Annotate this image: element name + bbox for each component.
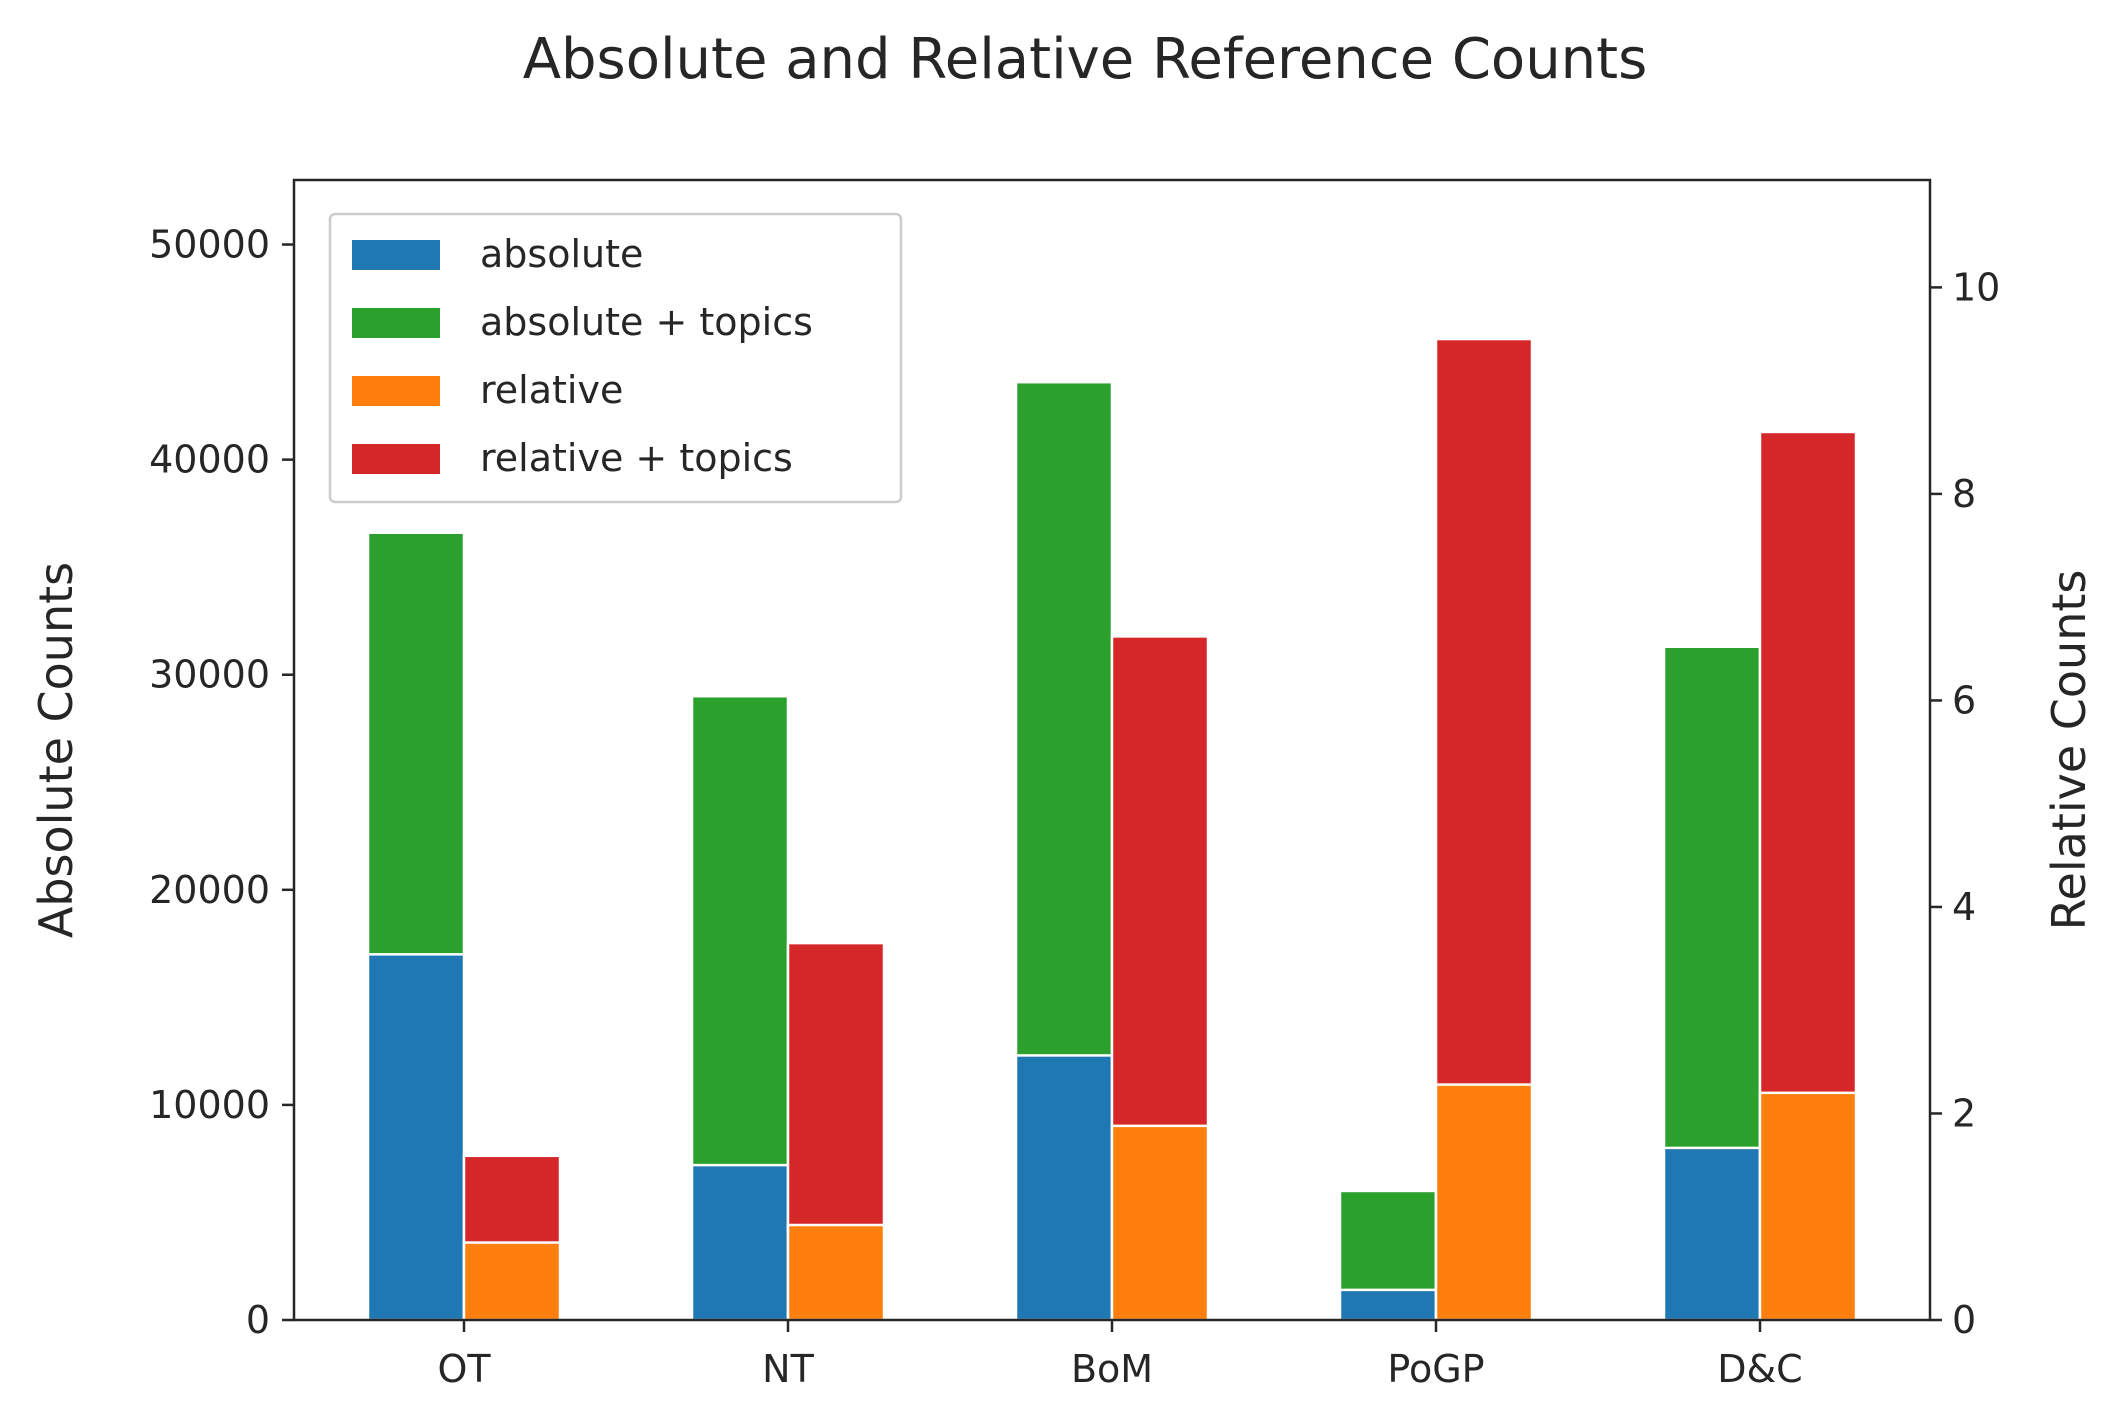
left-tick-label: 10000 <box>149 1083 270 1127</box>
left-tick-label: 20000 <box>149 868 270 912</box>
x-tick-label-bom: BoM <box>1071 1347 1153 1391</box>
right-tick-label: 2 <box>1952 1091 1976 1135</box>
legend-label-absolute: absolute <box>480 232 643 276</box>
right-tick-label: 6 <box>1952 678 1976 722</box>
plot-frame <box>292 178 1932 1322</box>
right-tick-label: 4 <box>1952 885 1976 929</box>
right-tick-label: 10 <box>1952 265 2000 309</box>
left-tick-label: 50000 <box>149 223 270 267</box>
x-tick-label-pogp: PoGP <box>1387 1347 1484 1391</box>
legend-swatch-absolute <box>352 240 440 270</box>
bar-relative-ot <box>462 1241 562 1322</box>
y-axis-left-label: Absolute Counts <box>29 562 83 938</box>
left-axis-ticks: 0 10000 20000 30000 40000 50000 <box>149 223 294 1342</box>
legend-swatch-absolute-topics <box>352 308 440 338</box>
right-axis-ticks: 0 2 4 6 8 10 <box>1930 265 2000 1342</box>
x-tick-label-ot: OT <box>437 1347 491 1391</box>
bar-relative-nt <box>786 1223 886 1322</box>
bar-relative-bom <box>1110 1124 1210 1322</box>
legend-box <box>328 212 903 504</box>
left-tick-label: 30000 <box>149 653 270 697</box>
legend: absolute absolute + topics relative relativ… <box>328 212 903 504</box>
legend-label-absolute-topics: absolute + topics <box>480 300 813 344</box>
right-tick-label: 0 <box>1952 1298 1976 1342</box>
bar-absolute-d-c <box>1662 1146 1762 1322</box>
x-tick-label-nt: NT <box>762 1347 814 1391</box>
legend-label-relative: relative <box>480 368 623 412</box>
legend-label-relative-topics: relative + topics <box>480 436 793 480</box>
legend-swatch-relative-topics <box>352 444 440 474</box>
right-tick-label: 8 <box>1952 472 1976 516</box>
y-axis-right-label: Relative Counts <box>2042 570 2096 931</box>
x-tick-label-d-c: D&C <box>1717 1347 1802 1391</box>
chart-title: Absolute and Relative Reference Counts <box>523 27 1648 92</box>
bars <box>366 337 1858 1322</box>
bar-absolute-nt <box>690 1163 790 1322</box>
left-tick-label: 0 <box>246 1298 270 1342</box>
bar-relative-d-c <box>1758 1091 1858 1322</box>
bar-absolute-ot <box>366 953 466 1322</box>
bar-absolute-pogp <box>1338 1288 1438 1322</box>
left-tick-label: 40000 <box>149 438 270 482</box>
bar-relative-pogp <box>1434 1083 1534 1322</box>
bar-absolute-bom <box>1014 1054 1114 1322</box>
legend-swatch-relative <box>352 376 440 406</box>
x-axis-ticks: OT NT BoM PoGP D&C <box>437 1320 1803 1391</box>
